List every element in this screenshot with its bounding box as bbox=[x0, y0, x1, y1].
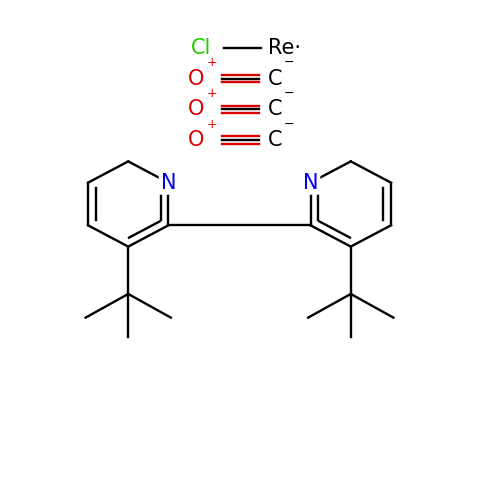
Text: O: O bbox=[188, 99, 204, 119]
Text: Re·: Re· bbox=[268, 38, 301, 58]
Text: O: O bbox=[188, 130, 204, 150]
Text: C: C bbox=[268, 130, 283, 150]
Text: −: − bbox=[284, 56, 294, 69]
Text: −: − bbox=[284, 118, 294, 131]
Text: +: + bbox=[206, 87, 217, 100]
Text: N: N bbox=[161, 173, 176, 193]
Text: −: − bbox=[284, 87, 294, 100]
Text: +: + bbox=[206, 118, 217, 131]
Text: C: C bbox=[268, 68, 283, 89]
Text: Cl: Cl bbox=[191, 38, 211, 58]
Text: C: C bbox=[268, 99, 283, 119]
Text: O: O bbox=[188, 68, 204, 89]
Text: N: N bbox=[303, 173, 318, 193]
Text: +: + bbox=[206, 56, 217, 69]
